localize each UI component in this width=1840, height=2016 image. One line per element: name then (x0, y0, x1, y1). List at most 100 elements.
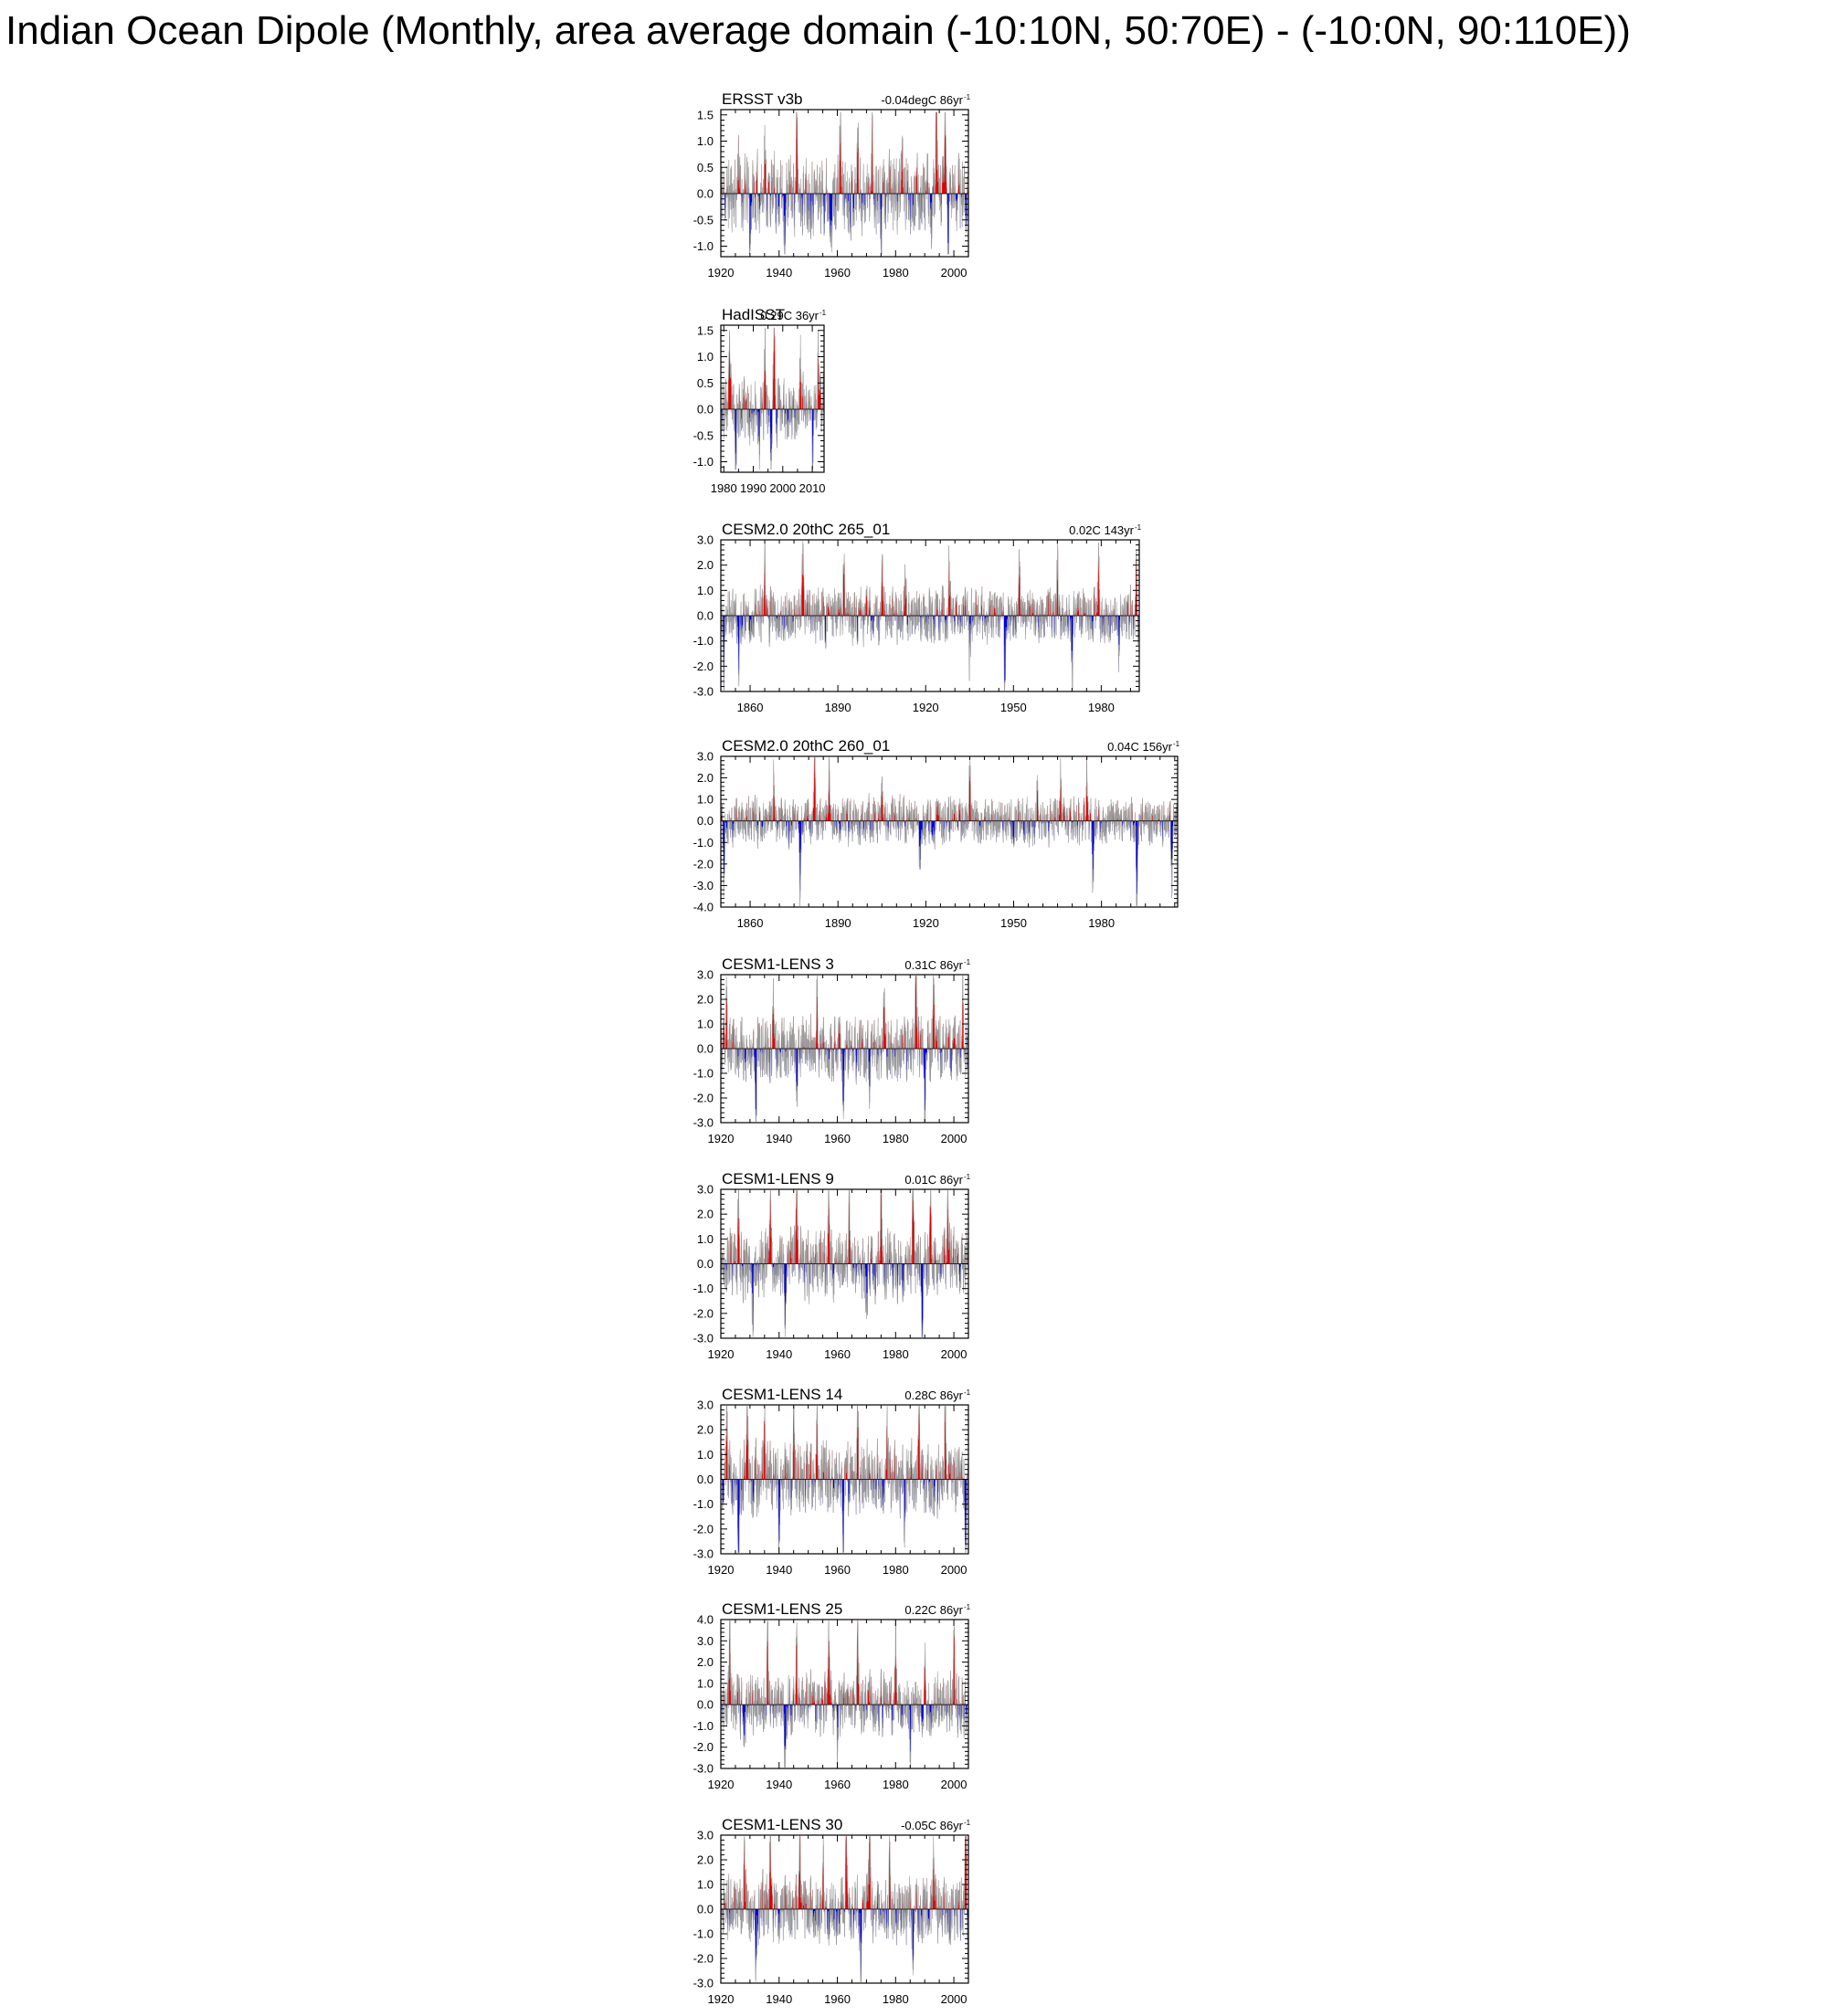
trend-superscript: -1 (964, 1173, 971, 1181)
panel-7: 3.0 2.0 1.0 0.0 -1.0 -2.0 -3.0 1920 1940 1960 1980… (693, 1386, 971, 1577)
anomaly-line (721, 111, 968, 255)
y-tick-label: -1.0 (693, 1927, 714, 1941)
x-tick-label: 1940 (766, 1992, 792, 2006)
panel-title: CESM1-LENS 25 (722, 1600, 842, 1618)
series-bars (721, 1189, 968, 1337)
trend-superscript: -1 (964, 93, 971, 101)
y-tick-label: 3.0 (697, 750, 714, 764)
x-tick-label: 1980 (883, 1563, 909, 1577)
series-bars (721, 111, 968, 255)
y-tick-label: 0.5 (697, 161, 714, 174)
panel-title: HadISST (722, 306, 785, 323)
trend-label: 0.01C 86yr (904, 1173, 963, 1187)
y-tick-label: -2.0 (693, 857, 714, 871)
x-tick-label: 1980 (1088, 701, 1115, 714)
panel-title: CESM1-LENS 3 (722, 955, 834, 973)
y-tick-label: -3.0 (693, 1547, 714, 1561)
y-tick-label: -1.0 (693, 1067, 714, 1081)
panel-2: 1.5 1.0 0.5 0.0 -0.5 -1.0 1980 1990 2000 2010 HadI… (693, 306, 827, 495)
y-tick-label: -2.0 (693, 1092, 714, 1105)
anomaly-line (721, 1406, 968, 1553)
panel-5: 3.0 2.0 1.0 0.0 -1.0 -2.0 -3.0 1920 1940 1960 1980… (693, 955, 971, 1145)
anomaly-line (721, 756, 1178, 906)
y-tick-label: 1.0 (697, 350, 714, 364)
y-tick-label: 2.0 (697, 558, 714, 572)
x-tick-label: 1940 (766, 1347, 792, 1361)
y-tick-label: 2.0 (697, 1655, 714, 1669)
y-tick-label: -3.0 (693, 1762, 714, 1776)
trend-superscript: -1 (964, 958, 971, 966)
x-tick-label: 1940 (766, 1132, 792, 1145)
y-tick-label: -1.0 (693, 455, 714, 469)
x-tick-label: 1920 (913, 701, 939, 714)
y-tick-label: 2.0 (697, 993, 714, 1007)
y-tick-label: 3.0 (697, 968, 714, 982)
x-tick-label: 2000 (941, 1778, 968, 1791)
panel-4: 3.0 2.0 1.0 0.0 -1.0 -2.0 -3.0 -4.0 1860 1890 1920… (693, 737, 1180, 930)
y-tick-label: 0.0 (697, 403, 714, 417)
panel-title: CESM1-LENS 30 (722, 1816, 842, 1833)
x-tick-label: 1950 (1000, 701, 1027, 714)
y-tick-label: -0.5 (693, 428, 714, 442)
trend-superscript: -1 (964, 1603, 971, 1611)
x-tick-label: 1980 (883, 1778, 909, 1791)
y-tick-label: 0.0 (697, 1042, 714, 1056)
plot-frame (720, 755, 1179, 908)
x-tick-label: 2000 (941, 1347, 968, 1361)
x-tick-label: 1990 (740, 481, 767, 495)
x-tick-label: 2000 (941, 266, 968, 280)
y-tick-label: 1.0 (697, 134, 714, 148)
x-tick-label: 1920 (708, 1132, 735, 1145)
y-tick-label: -1.0 (693, 634, 714, 648)
y-tick-label: 3.0 (697, 533, 714, 547)
series-bars (721, 1620, 968, 1768)
anomaly-line (721, 541, 1139, 691)
trend-superscript: -1 (964, 1388, 971, 1397)
y-tick-label: 0.0 (697, 1472, 714, 1486)
y-tick-label: 3.0 (697, 1183, 714, 1197)
anomaly-line (721, 976, 968, 1122)
trend-label: 0.29C 36yr (760, 309, 819, 322)
x-tick-label: 2000 (941, 1992, 968, 2006)
x-tick-label: 1860 (737, 916, 764, 930)
panel-title: CESM1-LENS 9 (722, 1170, 834, 1187)
x-tick-label: 1920 (708, 1563, 735, 1577)
x-tick-label: 1960 (824, 1563, 851, 1577)
trend-label: 0.02C 143yr (1069, 523, 1134, 537)
anomaly-line (721, 1620, 968, 1768)
y-tick-label: -1.0 (693, 239, 714, 253)
y-tick-label: 4.0 (697, 1613, 714, 1627)
plot-frame (720, 1619, 969, 1769)
trend-superscript: -1 (820, 309, 827, 317)
y-tick-label: 0.0 (697, 609, 714, 623)
y-tick-label: 1.0 (697, 584, 714, 597)
trend-label: 0.28C 86yr (904, 1388, 963, 1402)
y-tick-label: -1.0 (693, 836, 714, 850)
y-tick-label: -2.0 (693, 1522, 714, 1536)
y-tick-label: -0.5 (693, 213, 714, 227)
x-tick-label: 1940 (766, 1563, 792, 1577)
trend-label: 0.04C 156yr (1107, 740, 1172, 754)
y-tick-label: -3.0 (693, 685, 714, 699)
trend-label: 0.22C 86yr (904, 1603, 963, 1617)
page-title: Indian Ocean Dipole (Monthly, area avera… (5, 8, 1631, 53)
y-tick-label: 1.5 (697, 323, 714, 337)
x-tick-label: 1950 (1000, 916, 1027, 930)
y-tick-label: 0.0 (697, 814, 714, 828)
x-tick-label: 1920 (913, 916, 939, 930)
series-bars (721, 541, 1139, 691)
y-tick-label: 0.0 (697, 1698, 714, 1712)
panel-title: CESM2.0 20thC 260_01 (722, 737, 890, 755)
series-bars (721, 976, 968, 1122)
panel-title: CESM2.0 20thC 265_01 (722, 521, 890, 538)
x-tick-label: 1960 (824, 1778, 851, 1791)
y-tick-label: 1.0 (697, 1676, 714, 1690)
panel-9: 3.0 2.0 1.0 0.0 -1.0 -2.0 -3.0 1920 1940 1960 1980… (693, 1816, 971, 2006)
y-tick-label: -3.0 (693, 1332, 714, 1346)
x-tick-label: 2010 (799, 481, 826, 495)
x-tick-label: 2000 (941, 1132, 968, 1145)
y-tick-label: -3.0 (693, 1116, 714, 1130)
y-tick-label: 1.0 (697, 1232, 714, 1246)
x-tick-label: 1890 (825, 701, 851, 714)
